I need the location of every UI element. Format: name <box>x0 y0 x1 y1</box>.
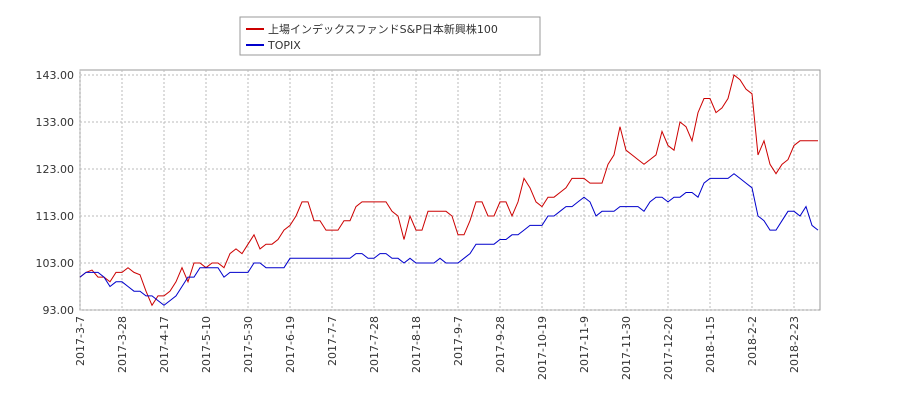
x-tick-label: 2017-9-7 <box>452 316 465 366</box>
legend-label: 上場インデックスファンドS&P日本新興株100 <box>268 22 498 36</box>
x-tick-label: 2017-5-30 <box>242 316 255 373</box>
series-line <box>79 173 819 306</box>
x-tick-label: 2017-3-28 <box>116 316 129 373</box>
x-tick-label: 2017-11-9 <box>578 316 591 373</box>
x-tick-label: 2017-5-10 <box>200 316 213 373</box>
plot-area <box>79 69 821 311</box>
x-tick-label: 2017-10-19 <box>536 316 549 380</box>
x-tick-label: 2017-4-17 <box>158 316 171 373</box>
y-tick-label: 133.00 <box>36 116 75 129</box>
x-tick-label: 2017-7-28 <box>368 316 381 373</box>
series-line <box>79 74 818 307</box>
x-tick-label: 2017-9-28 <box>494 316 507 373</box>
x-tick-label: 2017-3-7 <box>74 316 87 366</box>
x-tick-label: 2017-8-18 <box>410 316 423 373</box>
x-tick-label: 2018-2-23 <box>788 316 801 373</box>
y-tick-label: 143.00 <box>36 69 75 82</box>
y-tick-label: 103.00 <box>36 257 75 270</box>
y-tick-label: 113.00 <box>36 210 75 223</box>
legend-label: TOPIX <box>267 39 301 52</box>
x-tick-label: 2018-1-15 <box>704 316 717 373</box>
x-tick-label: 2017-11-30 <box>620 316 633 380</box>
x-tick-label: 2017-7-7 <box>326 316 339 366</box>
y-tick-label: 93.00 <box>43 304 75 317</box>
x-tick-label: 2017-12-20 <box>662 316 675 380</box>
y-tick-label: 123.00 <box>36 163 75 176</box>
x-tick-label: 2018-2-2 <box>746 316 759 366</box>
x-tick-label: 2017-6-19 <box>284 316 297 373</box>
legend-box <box>239 16 541 56</box>
